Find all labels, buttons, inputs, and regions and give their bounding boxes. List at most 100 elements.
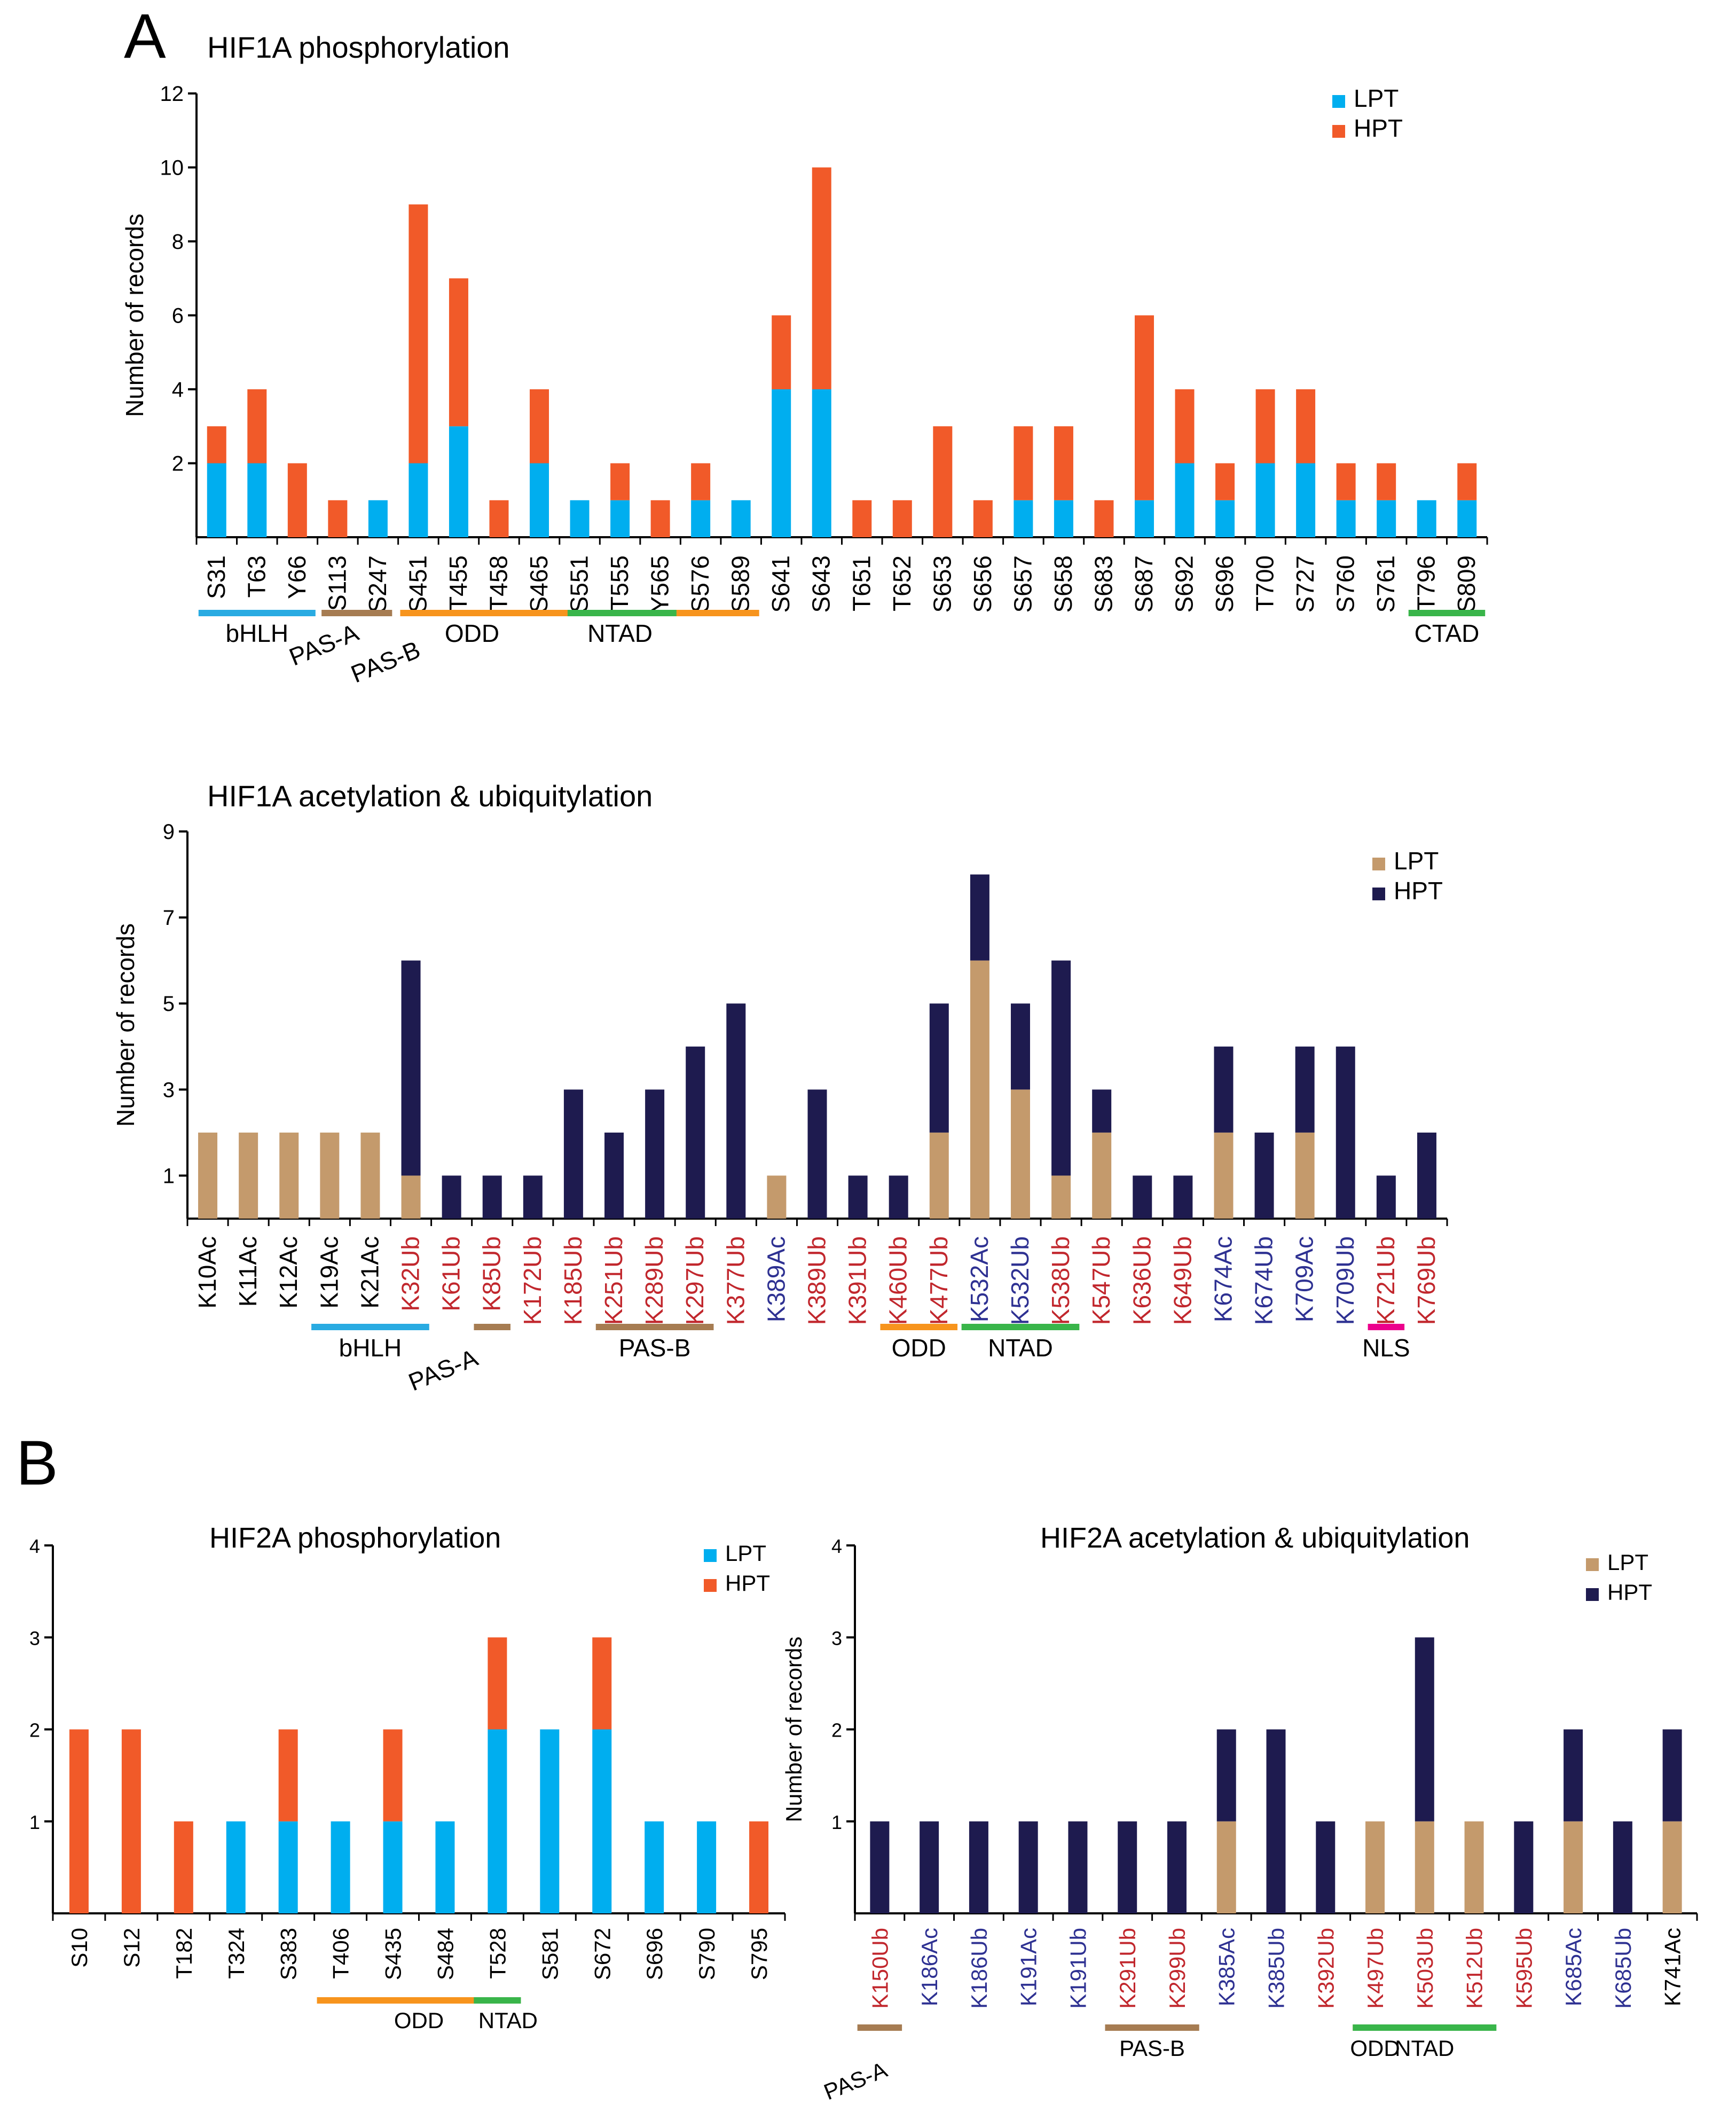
domain-bar-bhlh <box>311 1324 429 1330</box>
x-tick-label: T528 <box>485 1928 510 1979</box>
x-tick-label: K497Ub <box>1363 1928 1388 2009</box>
x-tick-label: K709Ac <box>1291 1236 1318 1322</box>
bar-lpt <box>610 500 630 537</box>
bar-hpt <box>174 1821 193 1913</box>
domain-label-nls: NLS <box>1362 1334 1410 1362</box>
bar-hpt <box>489 500 509 537</box>
y-axis-label: Number of records <box>112 923 139 1127</box>
bar-hpt <box>401 960 421 1176</box>
bar-hpt <box>1133 1175 1152 1219</box>
x-tick-label: S641 <box>767 555 795 613</box>
x-tick-label: K191Ub <box>1065 1928 1090 2009</box>
x-tick-label: S247 <box>364 555 391 613</box>
bar-lpt <box>1296 463 1316 537</box>
bar-hpt <box>1018 1821 1038 1913</box>
legend-label-hpt: HPT <box>725 1571 770 1596</box>
x-tick-label: T63 <box>242 555 270 598</box>
x-tick-label: K172Ub <box>519 1236 546 1325</box>
domain-bar-odd <box>880 1324 958 1330</box>
x-tick-label: K769Ub <box>1412 1236 1440 1325</box>
x-tick-label: S451 <box>404 555 431 613</box>
bar-lpt <box>1377 500 1396 537</box>
bar-hpt <box>207 426 226 464</box>
x-tick-label: S795 <box>747 1928 772 1980</box>
bar-lpt <box>435 1821 455 1913</box>
x-tick-label: Y66 <box>283 555 311 599</box>
bar-lpt <box>1054 500 1073 537</box>
bar-hpt <box>278 1729 298 1821</box>
x-tick-label: S653 <box>928 555 956 613</box>
bar-lpt <box>1295 1132 1315 1219</box>
bar-hpt <box>807 1089 827 1219</box>
bar-hpt <box>604 1132 624 1219</box>
bar-hpt <box>1215 463 1235 500</box>
bar-lpt <box>239 1132 258 1219</box>
bar-hpt <box>1514 1821 1534 1913</box>
x-tick-label: K721Ub <box>1372 1236 1400 1325</box>
bar-lpt <box>1134 500 1154 537</box>
x-tick-label: T455 <box>444 555 472 611</box>
x-tick-label: T700 <box>1251 555 1279 611</box>
x-tick-label: T182 <box>171 1928 197 1979</box>
domain-label-ntad: NTAD <box>988 1334 1053 1362</box>
bar-hpt <box>409 204 428 464</box>
y-tick-label: 9 <box>163 820 175 844</box>
bar-lpt <box>198 1132 218 1219</box>
x-tick-label: S581 <box>537 1928 562 1980</box>
chart-3: HIF2A phosphorylation Number of records 1 2… <box>0 1522 786 2033</box>
bar-hpt <box>247 389 267 464</box>
bar-lpt <box>1214 1132 1234 1219</box>
bar-hpt <box>1134 315 1154 500</box>
bar-hpt <box>610 463 630 500</box>
bar-lpt <box>1336 500 1356 537</box>
x-tick-label: K185Ub <box>559 1236 587 1325</box>
bar-hpt <box>1167 1821 1187 1913</box>
domain-bar-pas-a <box>321 610 392 616</box>
y-tick-label: 8 <box>172 230 184 254</box>
domain-bar-ntad <box>567 610 677 616</box>
x-tick-label: S589 <box>727 555 755 613</box>
bar-hpt <box>1051 960 1071 1176</box>
bar-lpt <box>540 1729 560 1913</box>
x-tick-label: K391Ub <box>844 1236 871 1325</box>
bar-hpt <box>870 1821 890 1913</box>
chart-title: HIF1A acetylation & ubiquitylation <box>207 779 653 813</box>
panel-letter-b: B <box>16 1428 58 1498</box>
charts-layer: HIF1A phosphorylation Number of records 2 4… <box>0 30 1698 2105</box>
y-tick-label: 2 <box>29 1720 40 1741</box>
x-tick-label: S12 <box>119 1928 144 1968</box>
bar-hpt <box>933 426 953 537</box>
x-tick-label: K85Ub <box>478 1236 506 1312</box>
x-tick-label: K547Ub <box>1087 1236 1115 1325</box>
domain-bar-pas-a <box>857 2024 902 2031</box>
x-tick-label: K477Ub <box>925 1236 953 1325</box>
y-tick-label: 3 <box>831 1627 842 1649</box>
bar-lpt <box>278 1821 298 1913</box>
domain-bar-ctad <box>1408 610 1486 616</box>
bar-lpt <box>488 1729 507 1913</box>
y-axis-label: Number of records <box>0 1637 4 1823</box>
x-tick-label: T324 <box>224 1928 249 1979</box>
bar-lpt <box>207 463 226 537</box>
bar-hpt <box>1054 426 1073 500</box>
y-tick-label: 4 <box>831 1535 842 1557</box>
x-tick-label: K389Ac <box>762 1236 790 1322</box>
legend-label-hpt: HPT <box>1354 114 1403 142</box>
bar-lpt <box>279 1132 299 1219</box>
x-tick-label: K674Ub <box>1250 1236 1278 1325</box>
bar-hpt <box>482 1175 502 1219</box>
x-tick-label: K377Ub <box>721 1236 749 1325</box>
domain-label-odd: ODD <box>892 1334 946 1362</box>
x-tick-label: S727 <box>1291 555 1319 613</box>
x-tick-label: S551 <box>565 555 593 613</box>
y-tick-label: 2 <box>831 1720 842 1741</box>
bar-lpt <box>1051 1175 1071 1219</box>
y-tick-label: 3 <box>29 1627 40 1649</box>
bar-lpt <box>449 426 468 537</box>
y-tick-label: 2 <box>172 452 184 476</box>
chart-title: HIF2A acetylation & ubiquitylation <box>1040 1522 1470 1554</box>
bar-lpt <box>409 463 428 537</box>
bar-hpt <box>852 500 872 537</box>
legend-label-lpt: LPT <box>1607 1550 1648 1575</box>
bar-lpt <box>1662 1821 1682 1913</box>
